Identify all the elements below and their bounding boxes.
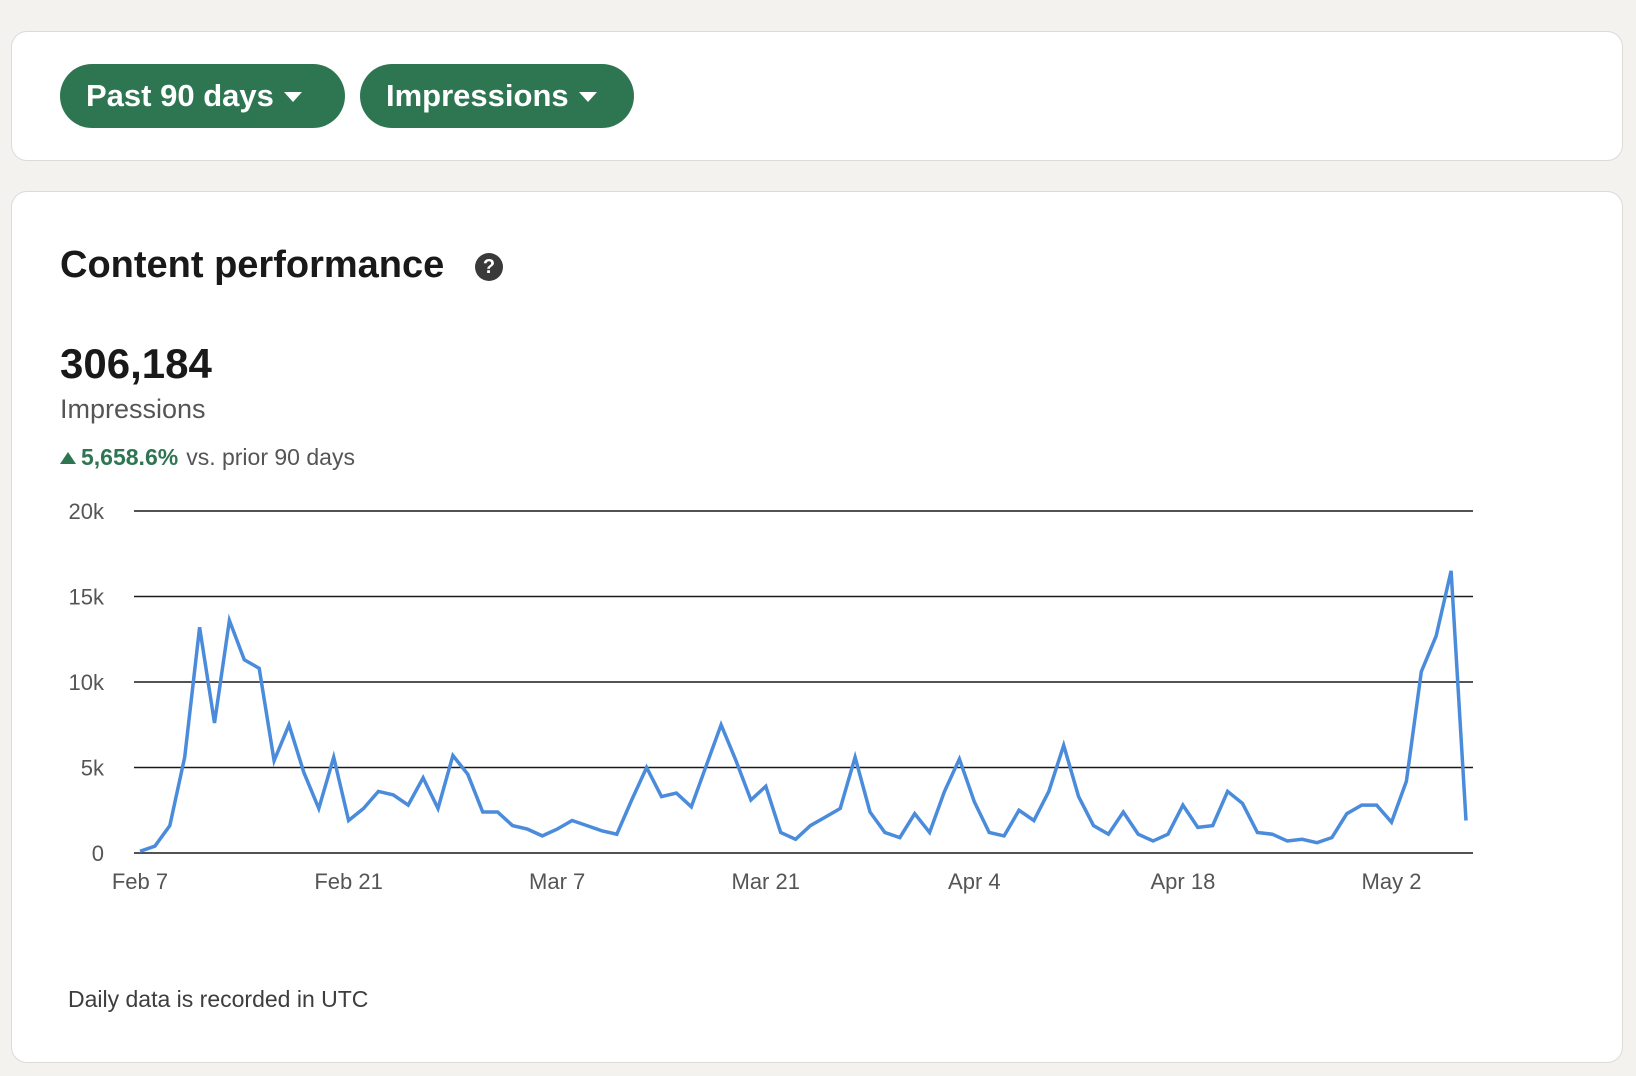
date-range-dropdown[interactable]: Past 90 days: [60, 64, 345, 128]
x-tick-label: Feb 21: [314, 869, 383, 894]
impressions-line-chart[interactable]: 0 5k 10k 15k 20k Feb 7 Feb 21 Mar 7 Mar 21 Apr 4 A…: [12, 192, 1622, 912]
x-tick-label: Apr 4: [948, 869, 1001, 894]
change-percent: 5,658.6%: [81, 444, 179, 470]
filter-card: Past 90 days Impressions: [11, 31, 1623, 161]
series-line-impressions[interactable]: [139, 570, 1468, 853]
metric-label: Impressions: [386, 78, 569, 113]
question-circle-icon[interactable]: ?: [475, 253, 503, 281]
y-tick-label: 10k: [69, 670, 105, 695]
x-tick-label: May 2: [1362, 869, 1422, 894]
content-performance-card: Content performance ? 306,184 Impression…: [11, 191, 1623, 1063]
x-tick-label: Mar 21: [732, 869, 800, 894]
x-tick-label: Apr 18: [1151, 869, 1216, 894]
date-range-label: Past 90 days: [86, 78, 274, 113]
utc-footnote: Daily data is recorded in UTC: [68, 986, 369, 1012]
total-impressions-label: Impressions: [60, 394, 206, 424]
arrow-up-icon: [60, 451, 76, 464]
y-tick-label: 0: [92, 841, 104, 866]
caret-down-icon: [578, 92, 597, 102]
y-tick-label: 20k: [69, 499, 105, 524]
y-tick-label: 15k: [69, 585, 105, 610]
caret-down-icon: [283, 92, 302, 102]
change-suffix: vs. prior 90 days: [186, 444, 355, 470]
change-indicator: 5,658.6% vs. prior 90 days: [60, 444, 355, 471]
metric-dropdown[interactable]: Impressions: [360, 64, 634, 128]
card-title: Content performance: [60, 244, 445, 286]
total-impressions-value: 306,184: [60, 340, 212, 387]
x-tick-label: Mar 7: [529, 869, 585, 894]
y-tick-label: 5k: [81, 756, 105, 781]
x-tick-label: Feb 7: [112, 869, 168, 894]
